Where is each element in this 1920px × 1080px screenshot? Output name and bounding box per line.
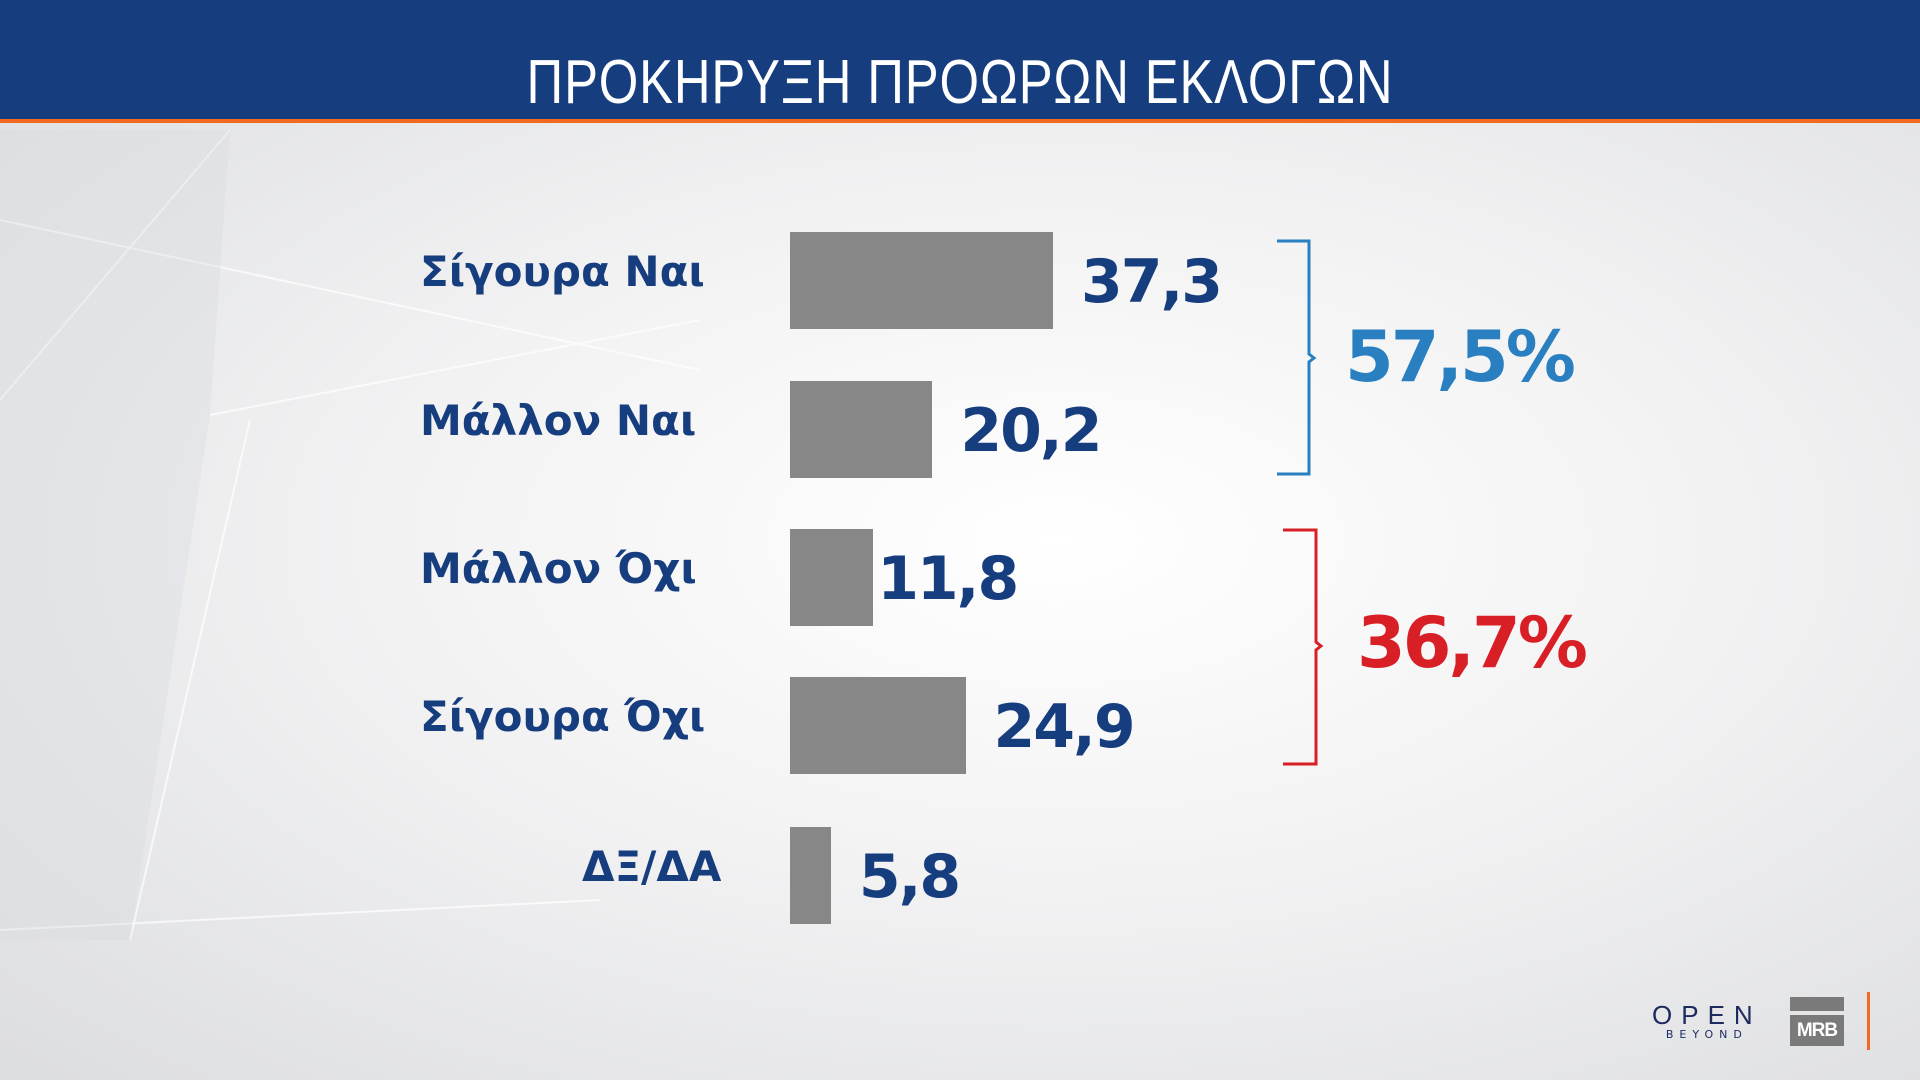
bracket-yes [1277,239,1317,476]
category-label: Μάλλον Ναι [420,396,697,445]
open-logo-subtext: BEYOND [1665,1028,1748,1041]
category-label: Σίγουρα Ναι [420,247,705,296]
category-label: Σίγουρα Όχι [420,692,706,741]
accent-divider [1867,992,1870,1050]
bar [790,826,831,924]
value-label: 37,3 [1080,247,1223,317]
category-label: ΔΞ/ΔΑ [582,842,722,891]
group-total-yes: 57,5% [1345,316,1576,398]
open-beyond-logo: OPEN BEYOND [1652,1002,1762,1042]
header-bar: ΠΡΟΚΗΡΥΞΗ ΠΡΟΩΡΩΝ ΕΚΛΟΓΩΝ [0,0,1920,123]
value-label: 5,8 [858,842,961,912]
bar [790,676,966,774]
value-label: 11,8 [877,544,1019,614]
bracket-no [1283,528,1324,766]
bar [790,380,933,478]
category-label: Μάλλον Όχι [420,544,697,593]
value-label: 24,9 [993,692,1136,762]
page-title: ΠΡΟΚΗΡΥΞΗ ΠΡΟΩΡΩΝ ΕΚΛΟΓΩΝ [526,48,1394,117]
bar [790,231,1053,329]
value-label: 20,2 [960,396,1102,466]
mrb-logo: MRB [1790,997,1844,1046]
bar [790,528,874,626]
group-total-no: 36,7% [1357,602,1588,684]
open-logo-text: OPEN [1652,1000,1762,1030]
